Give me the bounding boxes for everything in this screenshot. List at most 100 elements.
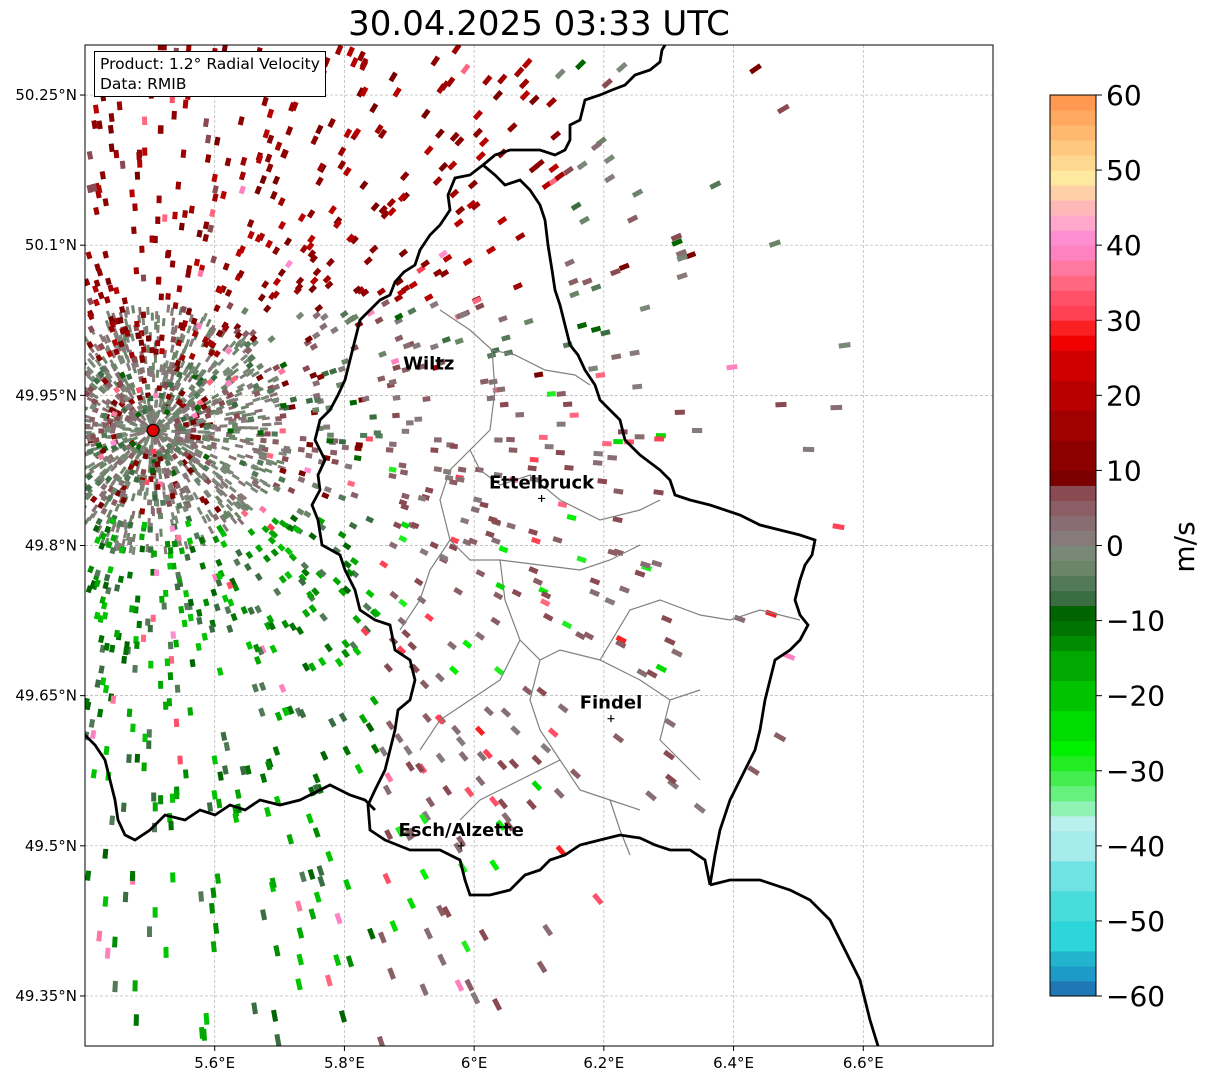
echo-gate <box>141 346 147 353</box>
echo-gate <box>174 430 181 436</box>
echo-gate <box>35 458 44 463</box>
echo-gate <box>197 417 205 424</box>
echo-gate <box>201 1028 208 1041</box>
echo-gate <box>99 596 106 605</box>
echo-gate <box>223 741 231 752</box>
echo-gate <box>149 235 155 243</box>
echo-gate <box>304 335 314 344</box>
echo-gate <box>147 518 151 527</box>
echo-gate <box>153 399 158 408</box>
echo-gate <box>221 446 230 452</box>
echo-gate <box>152 907 158 918</box>
echo-gate <box>204 134 212 144</box>
echo-gate <box>54 407 62 412</box>
echo-gate <box>392 521 402 530</box>
colorbar-swatch <box>1050 260 1096 276</box>
echo-gate <box>87 312 95 321</box>
echo-gate <box>188 205 195 214</box>
echo-gate <box>265 459 273 467</box>
colorbar-swatch <box>1050 590 1096 607</box>
echo-gate <box>447 160 458 171</box>
echo-gate <box>222 765 229 775</box>
echo-gate <box>175 571 182 579</box>
echo-gate <box>135 332 141 339</box>
echo-gate <box>569 290 580 299</box>
radar-site-marker[interactable] <box>146 423 160 437</box>
echo-gate <box>322 274 332 284</box>
echo-gate <box>112 980 118 993</box>
echo-gate <box>124 641 130 650</box>
echo-gate <box>146 344 150 353</box>
echo-gate <box>229 434 236 440</box>
echo-gate <box>387 206 397 217</box>
echo-gate <box>127 452 135 460</box>
echo-gate <box>186 325 192 334</box>
echo-gate <box>281 379 290 388</box>
echo-gate <box>553 787 565 799</box>
echo-gate <box>269 190 278 200</box>
echo-gate <box>269 392 278 398</box>
echo-gate <box>85 414 90 419</box>
echo-gate <box>374 316 384 325</box>
echo-gate <box>141 762 147 772</box>
echo-gate <box>420 108 431 120</box>
echo-gate <box>206 378 214 386</box>
echo-gate <box>511 588 522 598</box>
echo-gate <box>264 431 271 437</box>
echo-gate <box>170 369 176 378</box>
echo-gate <box>506 522 516 530</box>
echo-gate <box>226 510 234 519</box>
echo-gate <box>370 743 380 754</box>
echo-gate <box>328 717 337 728</box>
echo-gate <box>482 748 493 760</box>
echo-gate <box>407 307 417 316</box>
echo-gate <box>261 280 270 289</box>
echo-gate <box>230 367 240 376</box>
echo-gate <box>181 472 189 480</box>
echo-gate <box>175 534 182 542</box>
echo-gate <box>385 720 395 731</box>
colorbar-swatch <box>1050 830 1096 862</box>
colorbar-swatch <box>1050 770 1096 787</box>
echo-gate <box>298 708 307 719</box>
echo-gate <box>272 363 281 372</box>
echo-gate <box>85 472 94 481</box>
echo-gate <box>57 458 66 464</box>
echo-gate <box>98 460 106 468</box>
echo-gate <box>499 401 509 408</box>
echo-gate <box>151 550 157 557</box>
echo-gate <box>173 465 181 475</box>
echo-gate <box>528 163 540 174</box>
echo-gate <box>303 466 312 474</box>
echo-gate <box>127 463 135 471</box>
echo-gate <box>320 750 329 761</box>
echo-gate <box>136 149 143 158</box>
echo-gate <box>228 454 237 461</box>
echo-gate <box>388 541 398 550</box>
echo-gate <box>277 197 286 207</box>
colorbar-swatch <box>1050 155 1096 171</box>
echo-gate <box>398 499 408 507</box>
echo-gate <box>212 535 220 544</box>
echo-gate <box>360 626 370 637</box>
echo-gate <box>148 395 154 402</box>
colorbar-swatch <box>1050 140 1096 156</box>
echo-gate <box>44 436 52 440</box>
echo-gate <box>128 351 136 359</box>
echo-gate <box>166 304 171 313</box>
echo-gate <box>281 455 289 463</box>
echo-gate <box>108 143 115 153</box>
echo-gate <box>309 276 319 286</box>
echo-gate <box>164 360 169 369</box>
echo-gate <box>101 407 111 414</box>
echo-gate <box>241 503 250 511</box>
echo-gate <box>190 317 198 325</box>
echo-gate <box>254 572 263 582</box>
echo-gate <box>239 765 247 776</box>
echo-gate <box>162 589 169 597</box>
echo-gate <box>593 450 603 457</box>
echo-gate <box>226 301 234 310</box>
echo-gate <box>92 524 100 533</box>
echo-gate <box>185 444 195 451</box>
